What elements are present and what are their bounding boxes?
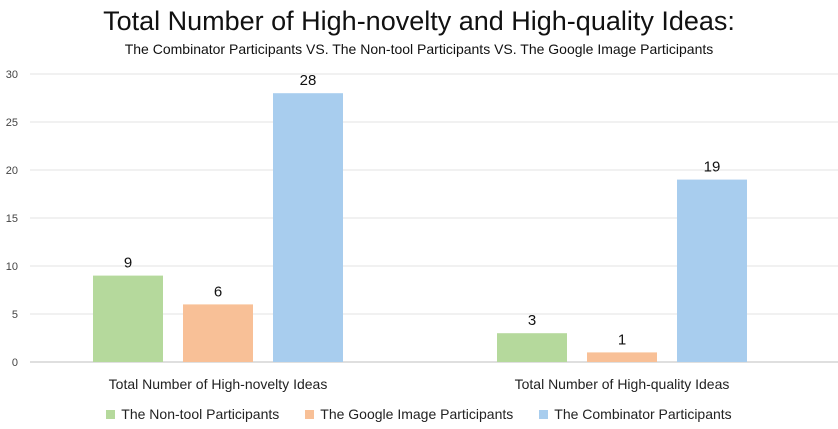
data-label: 3	[528, 312, 536, 329]
y-tick-label: 10	[6, 261, 18, 273]
legend-swatch	[305, 409, 315, 419]
chart-subtitle: The Combinator Participants VS. The Non-…	[124, 41, 714, 57]
legend-swatch	[106, 409, 116, 419]
legend-label: The Combinator Participants	[554, 406, 732, 422]
y-tick-label: 15	[6, 213, 18, 225]
legend: The Non-tool Participants The Google Imag…	[0, 406, 838, 422]
bar	[93, 275, 163, 362]
y-tick-label: 0	[12, 357, 18, 369]
bar	[587, 352, 657, 362]
y-tick-label: 20	[6, 165, 18, 177]
data-label: 9	[124, 255, 132, 272]
y-tick-label: 25	[6, 117, 18, 129]
legend-label: The Google Image Participants	[320, 406, 514, 422]
data-label: 6	[214, 283, 222, 300]
legend-label: The Non-tool Participants	[121, 406, 280, 422]
bar	[497, 333, 567, 362]
data-label: 19	[704, 159, 721, 176]
legend-item: The Combinator Participants	[539, 406, 732, 422]
category-label: Total Number of High-quality Ideas	[515, 376, 730, 392]
legend-swatch	[539, 409, 549, 419]
data-label: 1	[618, 331, 626, 348]
chart-title: Total Number of High-novelty and High-qu…	[103, 6, 735, 36]
bar	[677, 179, 747, 362]
category-label: Total Number of High-novelty Ideas	[109, 376, 328, 392]
data-label: 28	[300, 72, 317, 89]
y-tick-label: 5	[12, 309, 18, 321]
bar	[273, 93, 343, 362]
legend-item: The Non-tool Participants	[106, 406, 279, 422]
y-tick-label: 30	[6, 69, 18, 81]
legend-item: The Google Image Participants	[305, 406, 513, 422]
bar	[183, 304, 253, 362]
